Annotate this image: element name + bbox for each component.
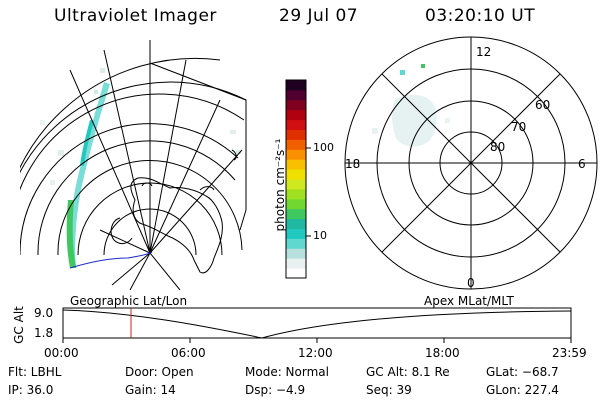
seq-info: Seq: 39 [366, 383, 412, 397]
date-label: 29 Jul 07 [279, 6, 359, 26]
instrument-title: Ultraviolet Imager [54, 6, 217, 26]
orbit-track [69, 251, 153, 269]
mlt-label-6: 6 [578, 157, 586, 171]
aurora-emission [40, 68, 241, 268]
colorbar-segment [286, 169, 306, 180]
time-tick-label-6: 06:00 [171, 346, 206, 360]
latitude-grid [20, 57, 247, 256]
geographic-map [20, 40, 247, 290]
coastline [110, 149, 237, 274]
geographic-caption: Geographic Lat/Lon [70, 294, 188, 308]
colorbar [286, 80, 306, 279]
filter-info: Flt: LBHL [8, 365, 62, 379]
colorbar-segment [286, 99, 306, 111]
colorbar-segment [286, 238, 306, 249]
time-tick-label-0: 00:00 [44, 346, 79, 360]
meridian-grid [69, 40, 243, 290]
time-tick-label-18: 18:00 [425, 346, 460, 360]
colorbar-segment [286, 109, 306, 121]
altitude-curve [62, 309, 572, 339]
colorbar-segment [286, 139, 306, 150]
gc-alt-info: GC Alt: 8.1 Re [366, 365, 450, 379]
glat-info: GLat: −68.7 [486, 365, 559, 379]
colorbar-segment [286, 179, 306, 190]
mlt-label-12: 12 [476, 45, 492, 59]
colorbar-segment [286, 80, 306, 91]
apex-caption: Apex MLat/MLT [424, 294, 514, 308]
colorbar-segment [286, 149, 306, 160]
door-info: Door: Open [125, 365, 194, 379]
time-tick-label-24: 23:59 [552, 346, 587, 360]
colorbar-segment [286, 208, 306, 220]
colorbar-segment [286, 159, 306, 170]
colorbar-label-10: 10 [313, 229, 327, 242]
polar-diag-2 [381, 73, 561, 253]
timeline-plot [62, 307, 572, 343]
colorbar-segment [286, 129, 306, 140]
colorbar-segment [286, 258, 306, 269]
colorbar-segment [286, 198, 306, 210]
mlt-label-0: 0 [467, 276, 475, 290]
time-label: 03:20:10 UT [425, 6, 536, 26]
colorbar-segment [286, 268, 306, 279]
polar-emission [372, 64, 450, 147]
colorbar-segment [286, 188, 306, 200]
glon-info: GLon: 227.4 [486, 383, 559, 397]
lat-label-80: 80 [490, 140, 506, 154]
timeline-ymin: 1.8 [34, 326, 54, 340]
gain-info: Gain: 14 [125, 383, 176, 397]
dsp-info: Dsp: −4.9 [245, 383, 306, 397]
lat-label-70: 70 [511, 120, 527, 134]
colorbar-segment [286, 89, 306, 101]
colorbar-segment [286, 119, 306, 130]
colorbar-unit-label: photon cm⁻²s⁻¹ [273, 138, 287, 232]
timeline-ymax: 9.0 [34, 306, 54, 320]
colorbar-frame [285, 79, 307, 279]
polar-plot [344, 36, 598, 290]
mlt-label-18: 18 [345, 157, 361, 171]
colorbar-segment [286, 248, 306, 259]
ip-info: IP: 36.0 [8, 383, 54, 397]
colorbar-label-100: 100 [313, 141, 334, 154]
colorbar-segment [286, 228, 306, 239]
mode-info: Mode: Normal [245, 365, 329, 379]
colorbar-segment [286, 218, 306, 229]
lat-label-60: 60 [535, 98, 551, 112]
timeline-axis-label: GC Alt [12, 306, 26, 344]
time-tick-label-12: 12:00 [298, 346, 333, 360]
